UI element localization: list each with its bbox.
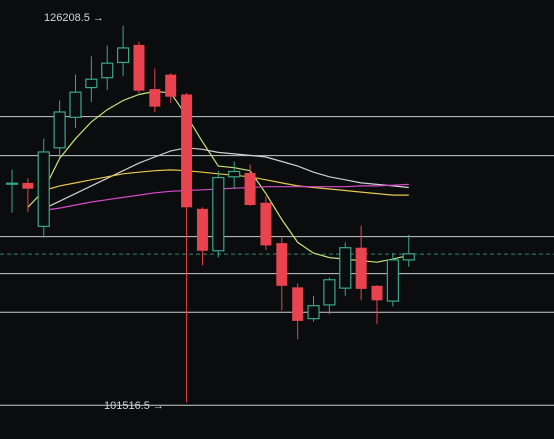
candle-down[interactable] [196,207,208,266]
candle-up[interactable] [228,161,241,189]
candle-body [133,44,145,91]
candle-down[interactable] [371,285,383,324]
candle-up[interactable] [69,74,82,128]
candle-body [323,279,336,306]
moving-average-line [43,147,409,210]
annotations: 126208.5 101516.5 → → [44,12,164,412]
candle-down[interactable] [165,73,177,103]
candle-up[interactable] [53,100,66,159]
candle-body [116,47,130,64]
moving-averages [27,90,409,263]
candles[interactable] [5,25,415,403]
candle-down[interactable] [149,68,161,112]
candle-body [22,182,34,189]
candle-body [276,243,288,286]
candle-body [37,151,50,227]
candle-body [228,170,241,178]
candle-up[interactable] [212,170,225,258]
candle-body [69,91,82,118]
horizontal-levels [0,116,554,406]
candle-down[interactable] [244,164,256,206]
candle-up[interactable] [37,138,50,238]
candle-body [386,259,399,302]
high-label-arrow-icon: → [93,12,104,24]
candle-body [181,94,193,208]
candle-body [53,111,66,149]
moving-average-line [43,183,409,211]
candle-body [260,202,272,246]
candle-body [355,247,367,289]
candle-body [101,62,114,79]
candle-body [402,253,415,261]
candle-up[interactable] [101,45,114,90]
candle-down[interactable] [292,283,304,340]
candle-body [307,305,320,320]
candle-up[interactable] [402,234,415,267]
candle-up[interactable] [5,169,19,213]
candle-body [149,89,161,107]
low-price-label: 101516.5 [104,400,150,412]
candle-body [371,285,383,301]
candle-body [5,182,19,185]
candle-up[interactable] [307,295,320,322]
candle-down[interactable] [22,178,34,212]
candle-body [212,176,225,252]
candle-down[interactable] [355,225,367,301]
candle-body [196,208,208,251]
candle-down[interactable] [181,92,193,403]
candle-body [85,78,98,89]
candle-down[interactable] [276,237,288,311]
candle-down[interactable] [260,196,272,250]
candle-up[interactable] [323,277,336,315]
candle-body [339,247,352,289]
candle-up[interactable] [116,25,130,77]
candle-down[interactable] [133,41,145,93]
moving-average-line [43,169,409,196]
low-label-arrow-icon: → [153,400,164,412]
candle-up[interactable] [85,56,98,103]
candle-up[interactable] [339,242,352,296]
candle-body [292,287,304,321]
high-price-label: 126208.5 [44,12,90,24]
candle-up[interactable] [386,253,399,307]
candle-body [165,74,177,97]
candle-body [244,172,256,206]
